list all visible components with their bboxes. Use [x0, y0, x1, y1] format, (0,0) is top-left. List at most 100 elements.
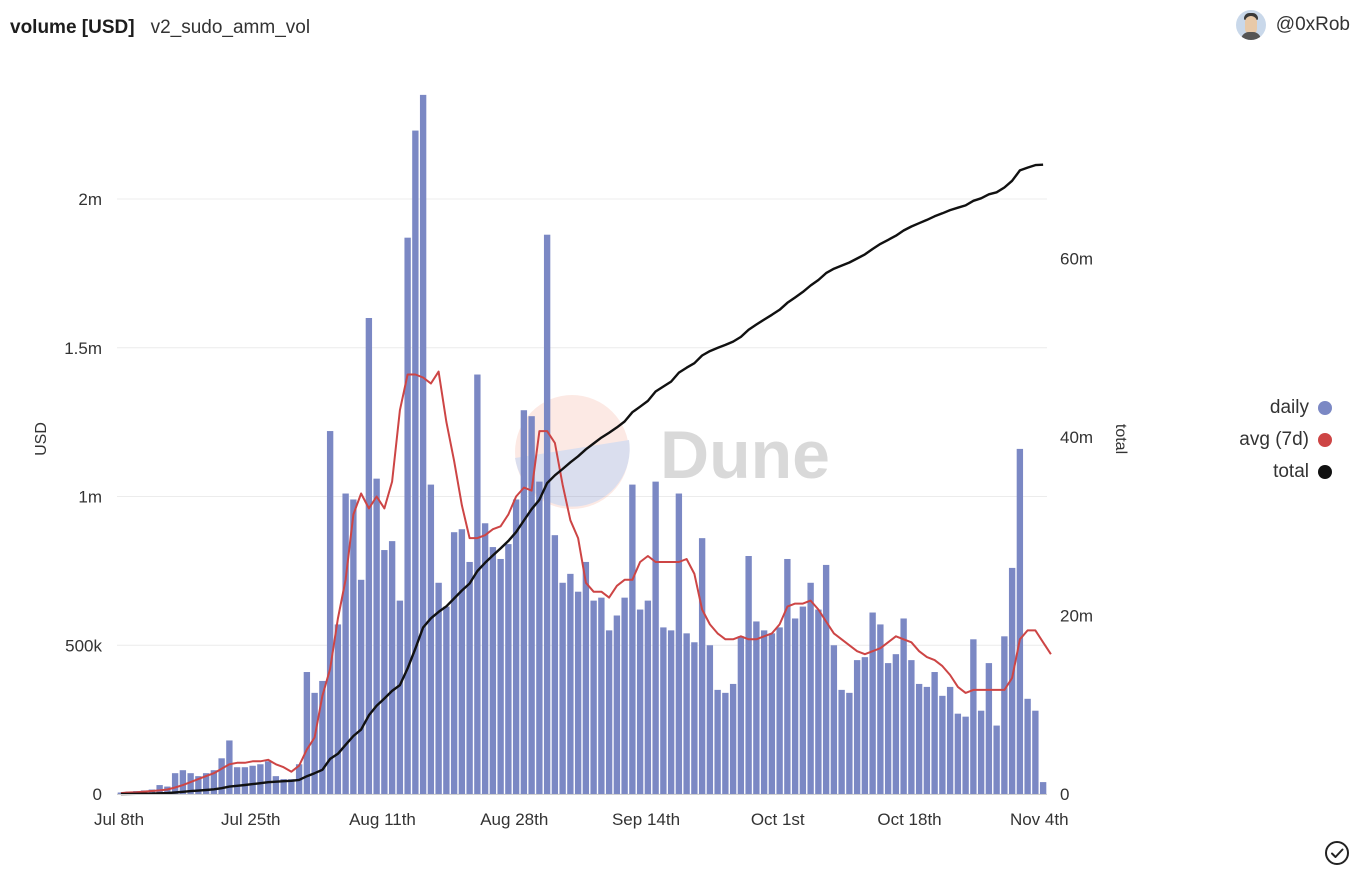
daily-bar[interactable]: [412, 130, 419, 794]
daily-bar[interactable]: [280, 779, 287, 794]
daily-bar[interactable]: [962, 716, 969, 794]
query-name[interactable]: v2_sudo_amm_vol: [150, 17, 311, 38]
daily-bar[interactable]: [915, 683, 923, 794]
daily-bar[interactable]: [350, 499, 357, 794]
daily-bar[interactable]: [799, 606, 807, 794]
daily-bar[interactable]: [667, 630, 675, 794]
daily-bar[interactable]: [427, 484, 435, 794]
daily-bar[interactable]: [381, 550, 388, 794]
daily-bar[interactable]: [257, 764, 264, 794]
daily-bar[interactable]: [923, 686, 931, 794]
daily-bar[interactable]: [644, 600, 652, 794]
daily-bar[interactable]: [288, 779, 295, 794]
daily-bar[interactable]: [1039, 782, 1047, 794]
checkmark-circle-icon[interactable]: [1324, 840, 1350, 866]
daily-bar[interactable]: [846, 692, 853, 794]
daily-bar[interactable]: [815, 609, 822, 794]
daily-bar[interactable]: [1001, 636, 1008, 794]
daily-bar[interactable]: [249, 765, 256, 794]
daily-bar[interactable]: [195, 776, 202, 794]
daily-bar[interactable]: [443, 606, 450, 794]
daily-bar[interactable]: [226, 740, 233, 794]
daily-bar[interactable]: [954, 713, 962, 794]
daily-bar[interactable]: [946, 686, 954, 794]
daily-bar[interactable]: [512, 499, 520, 794]
daily-bar[interactable]: [342, 493, 349, 794]
daily-bar[interactable]: [729, 683, 737, 794]
legend-item-daily[interactable]: daily: [1239, 392, 1332, 424]
daily-bar[interactable]: [520, 410, 528, 794]
daily-bar[interactable]: [264, 761, 272, 794]
daily-bar[interactable]: [481, 523, 489, 794]
daily-bar[interactable]: [536, 481, 543, 794]
daily-bar[interactable]: [179, 770, 187, 794]
daily-bar[interactable]: [784, 558, 791, 794]
daily-bar[interactable]: [714, 689, 721, 794]
daily-bar[interactable]: [241, 767, 249, 794]
daily-bar[interactable]: [822, 564, 830, 794]
daily-bar[interactable]: [388, 541, 396, 794]
daily-bar[interactable]: [877, 624, 884, 794]
daily-bar[interactable]: [853, 660, 861, 794]
daily-bar[interactable]: [505, 544, 512, 794]
daily-bar[interactable]: [365, 318, 373, 794]
daily-bar[interactable]: [722, 692, 729, 794]
daily-bar[interactable]: [567, 573, 574, 794]
daily-bar[interactable]: [1016, 448, 1024, 794]
daily-bar[interactable]: [311, 692, 318, 794]
daily-bar[interactable]: [706, 645, 714, 794]
daily-bar[interactable]: [404, 237, 411, 795]
daily-bar[interactable]: [745, 556, 752, 794]
daily-bar[interactable]: [1024, 698, 1031, 794]
user-badge[interactable]: @0xRob: [1235, 10, 1350, 40]
daily-bar[interactable]: [590, 600, 597, 794]
daily-bar[interactable]: [931, 672, 938, 794]
daily-bar[interactable]: [396, 600, 404, 794]
daily-bar[interactable]: [652, 481, 659, 794]
daily-bar[interactable]: [435, 582, 442, 794]
daily-bar[interactable]: [993, 725, 1000, 794]
daily-bar[interactable]: [660, 627, 667, 794]
daily-bar[interactable]: [908, 660, 915, 794]
daily-bar[interactable]: [985, 663, 993, 794]
username[interactable]: @0xRob: [1275, 14, 1350, 35]
legend-item-avg[interactable]: avg (7d): [1239, 424, 1332, 456]
daily-bar[interactable]: [1032, 710, 1039, 794]
daily-bar[interactable]: [621, 597, 628, 794]
daily-bar[interactable]: [977, 710, 985, 794]
daily-bar[interactable]: [939, 695, 946, 794]
daily-bar[interactable]: [636, 609, 644, 794]
daily-bar[interactable]: [613, 615, 621, 795]
daily-bar[interactable]: [528, 416, 535, 794]
daily-bar[interactable]: [218, 758, 225, 794]
daily-bar[interactable]: [683, 633, 690, 794]
daily-bar[interactable]: [489, 547, 497, 794]
daily-bar[interactable]: [171, 773, 179, 794]
daily-bar[interactable]: [900, 618, 907, 794]
daily-bar[interactable]: [629, 484, 636, 794]
daily-bar[interactable]: [768, 633, 776, 794]
daily-bar[interactable]: [357, 579, 365, 794]
daily-bar[interactable]: [605, 630, 613, 794]
legend-item-total[interactable]: total: [1239, 456, 1332, 488]
daily-bar[interactable]: [753, 621, 760, 794]
daily-bar[interactable]: [760, 630, 768, 794]
daily-bar[interactable]: [202, 773, 210, 794]
daily-bar[interactable]: [419, 94, 427, 794]
daily-bar[interactable]: [838, 689, 845, 794]
daily-bar[interactable]: [598, 597, 605, 794]
daily-bar[interactable]: [791, 618, 799, 794]
daily-bar[interactable]: [319, 680, 326, 794]
daily-bar[interactable]: [187, 773, 194, 794]
daily-bar[interactable]: [373, 478, 380, 794]
daily-bar[interactable]: [543, 234, 551, 794]
daily-bar[interactable]: [233, 767, 241, 794]
daily-bar[interactable]: [861, 657, 869, 794]
avatar[interactable]: [1235, 10, 1266, 40]
daily-bar[interactable]: [892, 654, 900, 794]
avg-7d-line[interactable]: [120, 370, 1052, 795]
daily-bar[interactable]: [303, 672, 311, 794]
daily-bar[interactable]: [466, 561, 473, 794]
daily-bar[interactable]: [776, 627, 783, 794]
daily-bar[interactable]: [675, 493, 683, 794]
